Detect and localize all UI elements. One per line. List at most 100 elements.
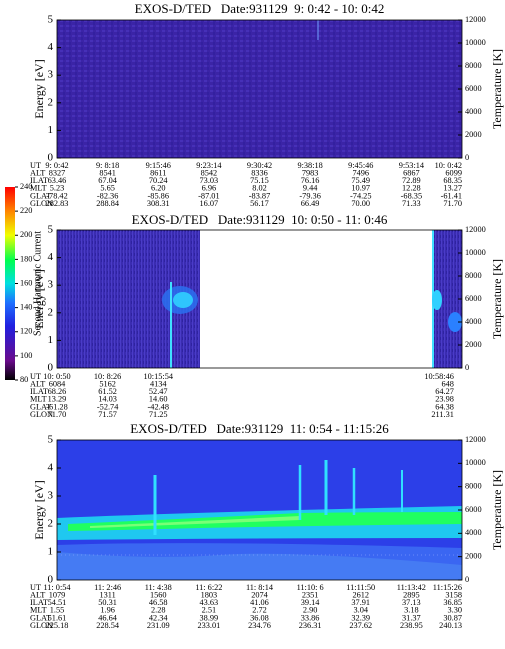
ephemeris-value: 11: 2:46 — [94, 583, 121, 592]
y2-tick-label: 6000 — [465, 294, 482, 303]
ephemeris-value: 11: 4:38 — [145, 583, 172, 592]
ephemeris-value: -85.86 — [148, 191, 169, 200]
ephemeris-value: 51.61 — [48, 613, 67, 622]
y2-tick-label: 10000 — [465, 38, 486, 47]
ephemeris-value: -87.01 — [198, 191, 219, 200]
ephemeris-label: UT — [30, 583, 41, 592]
ephemeris-value: 1.55 — [50, 606, 65, 615]
colorbar-tick-label: 180 — [20, 254, 32, 263]
ephemeris-value: 2612 — [352, 591, 369, 600]
ephemeris-value: 7496 — [352, 169, 369, 178]
ephemeris-value: 5162 — [99, 380, 116, 389]
ephemeris-label: ALT — [30, 169, 45, 178]
ephemeris-label: MLT — [30, 606, 47, 615]
ephemeris-value: 6099 — [445, 169, 462, 178]
ephemeris-value: 9:23:14 — [196, 161, 222, 170]
ephemeris-value: 36.85 — [443, 598, 462, 607]
ephemeris-value: 33.86 — [301, 613, 320, 622]
ephemeris-value: 75.15 — [250, 176, 269, 185]
colorbar-tick-label: 140 — [20, 303, 32, 312]
ephemeris-value: 10: 0:50 — [43, 372, 70, 381]
ephemeris-value: 50.31 — [98, 598, 117, 607]
panel-title: EXOS-D/TED Date:931129 11: 0:54 - 11:15:… — [130, 421, 389, 436]
ephemeris-value: 31.37 — [402, 613, 421, 622]
ephemeris-value: -82.36 — [97, 191, 118, 200]
ephemeris-value: 68.35 — [443, 176, 462, 185]
colorbar-tick-label: 80 — [20, 375, 28, 384]
ephemeris-value: 8336 — [251, 169, 268, 178]
ephemeris-label: GLAT — [30, 191, 51, 200]
ephemeris-value: 308.31 — [147, 199, 170, 208]
ephemeris-value: 2.51 — [202, 606, 217, 615]
ephemeris-value: -78.42 — [46, 191, 67, 200]
ephemeris-value: 9:38:18 — [297, 161, 322, 170]
colorbar-tick-label: 220 — [20, 206, 32, 215]
ephemeris-value: 3.04 — [353, 606, 368, 615]
y-tick-label: 5 — [48, 14, 54, 26]
ephemeris-value: 56.17 — [250, 199, 269, 208]
ephemeris-value: 8541 — [99, 169, 116, 178]
ephemeris-value: 3158 — [445, 591, 462, 600]
ephemeris-value: 6.96 — [202, 184, 217, 193]
panel-title: EXOS-D/TED Date:931129 9: 0:42 - 10: 0:4… — [135, 1, 385, 16]
ephemeris-value: 233.01 — [197, 621, 220, 630]
y-tick-label: 1 — [48, 546, 54, 558]
ephemeris-value: -74.25 — [350, 191, 371, 200]
y-tick-label: 0 — [48, 152, 54, 164]
y2-tick-label: 2000 — [465, 552, 482, 561]
ephemeris-value: 6084 — [49, 380, 66, 389]
ephemeris-value: 8611 — [150, 169, 166, 178]
ephemeris-value: 2074 — [251, 591, 268, 600]
ephemeris-value: 240.13 — [439, 621, 462, 630]
ephemeris-value: 43.63 — [200, 598, 219, 607]
y2-axis-label: Temperature [K] — [490, 470, 504, 550]
ephemeris-value: 66.49 — [301, 199, 320, 208]
ephemeris-value: 70.24 — [149, 176, 169, 185]
colorbar-tick-label: 120 — [20, 327, 32, 336]
y2-tick-label: 4000 — [465, 528, 482, 537]
y-axis-label: Energy [eV] — [32, 269, 46, 328]
ephemeris-value: 648 — [441, 380, 453, 389]
y-tick-label: 3 — [48, 490, 54, 502]
ephemeris-value: 14.60 — [149, 395, 168, 404]
y2-tick-label: 6000 — [465, 84, 482, 93]
y2-tick-label: 0 — [465, 363, 469, 372]
ephemeris-value: 3.30 — [447, 606, 462, 615]
ephemeris-value: -61.41 — [441, 191, 462, 200]
ephemeris-value: 46.58 — [149, 598, 168, 607]
ephemeris-value: 76.16 — [301, 176, 320, 185]
ephemeris-value: 5.65 — [100, 184, 115, 193]
y-axis-label: Energy [eV] — [32, 480, 46, 539]
ephemeris-value: 10: 0:42 — [435, 161, 462, 170]
ephemeris-value: 4134 — [150, 380, 167, 389]
ephemeris-value: 236.31 — [299, 621, 322, 630]
ephemeris-value: 5.23 — [50, 184, 65, 193]
ephemeris-value: 10: 8:26 — [94, 372, 121, 381]
ephemeris-value: 231.09 — [147, 621, 170, 630]
ephemeris-value: -42.48 — [148, 402, 169, 411]
ephemeris-value: 70.00 — [351, 199, 370, 208]
ephemeris-value: 2.90 — [303, 606, 318, 615]
ephemeris-value: -79.36 — [299, 191, 320, 200]
y2-tick-label: 4000 — [465, 317, 482, 326]
y-tick-label: 5 — [48, 224, 54, 236]
y2-tick-label: 12000 — [465, 15, 486, 24]
ephemeris-label: ALT — [30, 380, 45, 389]
ephemeris-value: 11:11:50 — [346, 583, 375, 592]
y2-tick-label: 2000 — [465, 130, 482, 139]
ephemeris-value: 8.02 — [252, 184, 267, 193]
ephemeris-label: ILAT — [30, 387, 48, 396]
ephemeris-value: 71.70 — [443, 199, 462, 208]
ephemeris-value: 36.08 — [250, 613, 269, 622]
y-tick-label: 4 — [48, 462, 54, 474]
ephemeris-value: 1311 — [99, 591, 115, 600]
ephemeris-value: -68.35 — [401, 191, 422, 200]
ephemeris-value: 1803 — [201, 591, 218, 600]
ephemeris-value: 68.26 — [48, 387, 67, 396]
ephemeris-value: 32.39 — [351, 613, 370, 622]
ephemeris-value: 10.97 — [351, 184, 370, 193]
ephemeris-value: 3.18 — [404, 606, 419, 615]
ephemeris-label: UT — [30, 372, 41, 381]
y2-tick-label: 10000 — [465, 248, 486, 257]
spectrogram-image — [57, 440, 462, 580]
